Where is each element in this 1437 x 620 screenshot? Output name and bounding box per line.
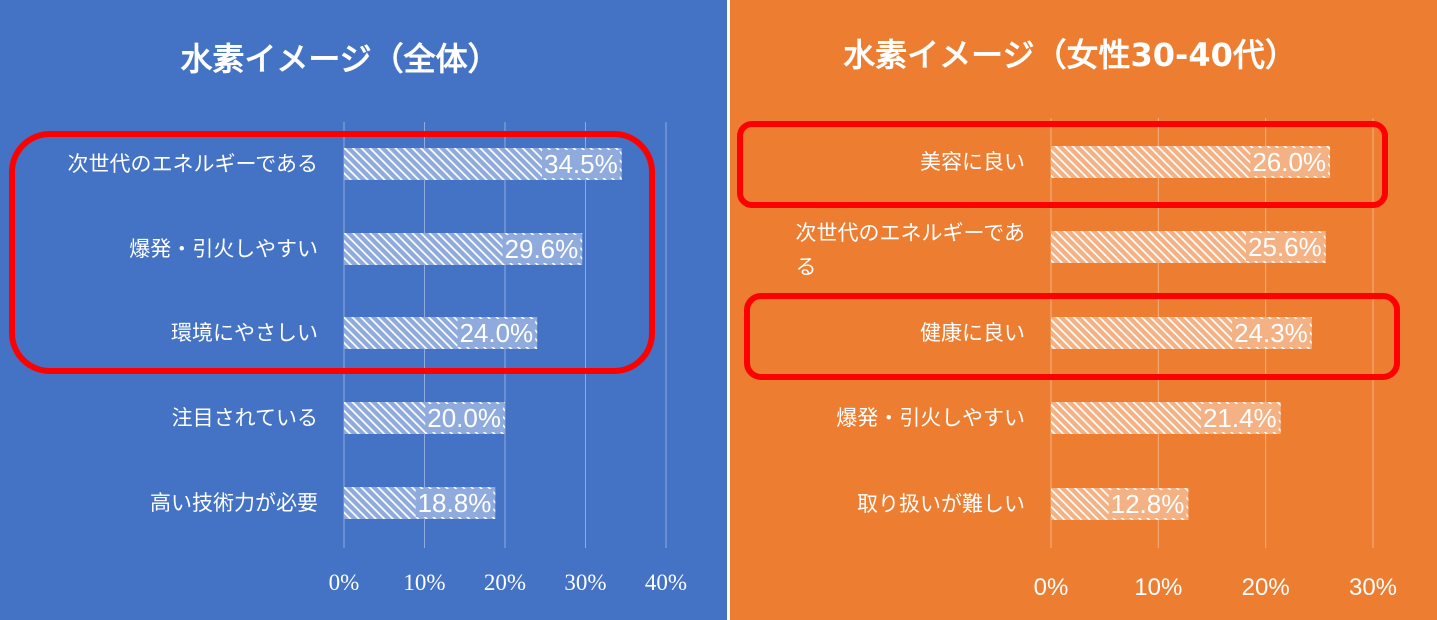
category-label: 爆発・引火しやすい xyxy=(129,237,318,261)
bar-group: 25.6% xyxy=(1051,231,1326,263)
data-label-background xyxy=(1232,319,1310,347)
tick-label: 0% xyxy=(329,570,360,595)
bar-chart-women-30-40: 水素イメージ（女性30-40代） 26.0% 25.6% 24.3% 21.4% 12.… xyxy=(730,0,1437,620)
chart-background xyxy=(730,0,1437,620)
bar-group: 18.8% xyxy=(344,487,496,519)
data-label-background xyxy=(1200,404,1279,432)
data-label-background xyxy=(415,489,494,517)
data-label: 18.8% xyxy=(418,488,492,518)
bar-group: 20.0% xyxy=(344,402,505,434)
tick-label: 40% xyxy=(645,570,687,595)
chart-panel-all: 水素イメージ（全体） 34.5% 29.6% 24.0% 20.0% 18.8% 次世代… xyxy=(0,0,727,620)
category-label: 健康に良い xyxy=(920,321,1025,345)
data-label: 26.0% xyxy=(1252,147,1326,177)
highlight-frame-health xyxy=(744,293,1400,380)
tick-label: 30% xyxy=(564,570,606,595)
bar-group: 34.5% xyxy=(344,148,622,180)
data-label-background xyxy=(1246,233,1324,261)
bar-group: 29.6% xyxy=(344,233,583,265)
data-label-background xyxy=(1250,148,1329,176)
data-label-background xyxy=(425,404,503,432)
bar-group: 21.4% xyxy=(1051,402,1281,434)
category-label: 美容に良い xyxy=(920,150,1025,174)
chart-title: 水素イメージ（全体） xyxy=(180,40,499,78)
data-label: 21.4% xyxy=(1203,403,1277,433)
data-label: 34.5% xyxy=(544,149,618,179)
category-label: 爆発・引火しやすい xyxy=(836,406,1025,430)
tick-label: 0% xyxy=(1034,574,1069,601)
data-label-background xyxy=(457,319,536,347)
category-label: 次世代のエネルギーである xyxy=(67,152,318,176)
chart-title: 水素イメージ（女性30-40代） xyxy=(843,36,1297,74)
data-label: 24.0% xyxy=(459,318,533,348)
category-label: 環境にやさしい xyxy=(171,321,318,345)
tick-label: 10% xyxy=(403,570,445,595)
tick-label: 10% xyxy=(1134,574,1182,601)
category-label: 次世代のエネルギーである xyxy=(795,221,1025,279)
data-label-background xyxy=(1108,490,1187,518)
data-label: 12.8% xyxy=(1111,489,1185,519)
category-label: 取り扱いが難しい xyxy=(857,492,1025,516)
bar-group: 12.8% xyxy=(1051,488,1189,520)
tick-label: 20% xyxy=(1242,574,1290,601)
data-label: 25.6% xyxy=(1248,232,1322,262)
bar-group: 24.3% xyxy=(1051,317,1312,349)
highlight-frame-beauty xyxy=(737,121,1388,208)
chart-panel-women-30-40: 水素イメージ（女性30-40代） 26.0% 25.6% 24.3% 21.4% 12.… xyxy=(730,0,1437,620)
data-label-background xyxy=(502,235,581,263)
category-label: 注目されている xyxy=(172,406,318,430)
data-label: 29.6% xyxy=(505,234,579,264)
tick-label: 20% xyxy=(484,570,526,595)
category-label: 高い技術力が必要 xyxy=(150,491,318,515)
data-label: 20.0% xyxy=(427,403,501,433)
bar-group: 26.0% xyxy=(1051,146,1331,178)
data-label-background xyxy=(541,150,620,178)
data-label: 24.3% xyxy=(1234,318,1308,348)
bar-group: 24.0% xyxy=(344,317,538,349)
tick-label: 30% xyxy=(1349,574,1397,601)
highlight-frame xyxy=(9,131,655,374)
chart-background xyxy=(0,0,727,620)
bar-chart-all: 水素イメージ（全体） 34.5% 29.6% 24.0% 20.0% 18.8% 次世代… xyxy=(0,0,727,620)
